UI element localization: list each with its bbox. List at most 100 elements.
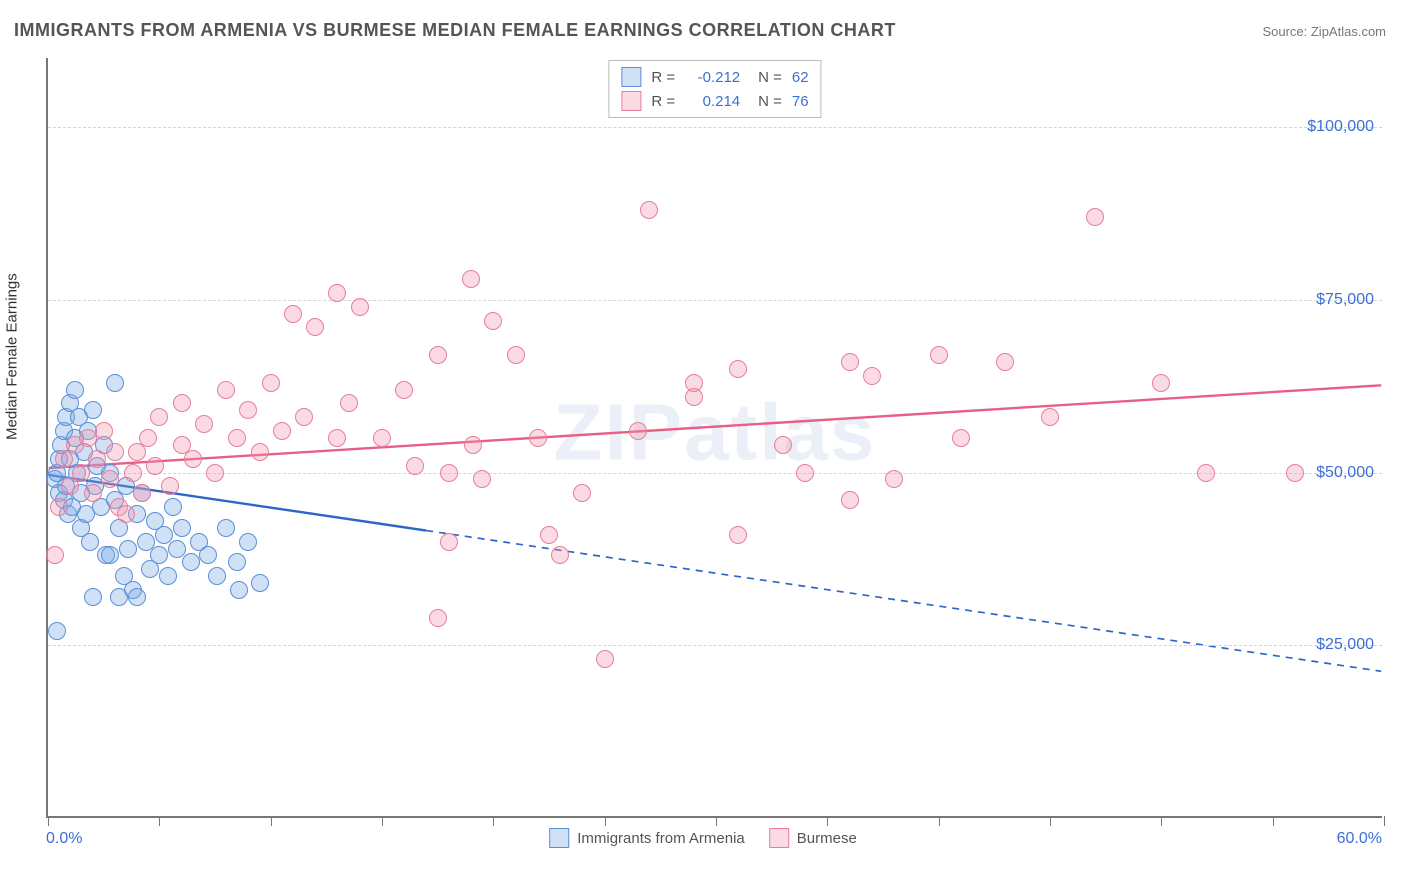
legend-n-value: 62 — [792, 69, 809, 86]
scatter-point-burmese — [106, 443, 124, 461]
x-tick — [271, 816, 272, 826]
scatter-point-armenia — [48, 622, 66, 640]
legend-swatch — [621, 91, 641, 111]
x-tick — [716, 816, 717, 826]
legend-n-value: 76 — [792, 93, 809, 110]
scatter-point-burmese — [72, 464, 90, 482]
scatter-point-burmese — [173, 394, 191, 412]
scatter-point-burmese — [841, 353, 859, 371]
scatter-point-burmese — [996, 353, 1014, 371]
scatter-point-armenia — [84, 588, 102, 606]
scatter-point-burmese — [841, 491, 859, 509]
scatter-point-armenia — [101, 546, 119, 564]
scatter-point-armenia — [230, 581, 248, 599]
trendlines-layer — [48, 58, 1382, 816]
scatter-point-burmese — [139, 429, 157, 447]
scatter-point-armenia — [119, 540, 137, 558]
legend-r-value: 0.214 — [685, 93, 740, 110]
x-axis-min-label: 0.0% — [46, 830, 82, 848]
x-tick — [493, 816, 494, 826]
gridline — [48, 473, 1382, 474]
scatter-point-burmese — [150, 408, 168, 426]
legend-swatch — [621, 67, 641, 87]
scatter-point-burmese — [228, 429, 246, 447]
scatter-point-burmese — [429, 346, 447, 364]
legend-swatch — [769, 828, 789, 848]
scatter-point-burmese — [133, 484, 151, 502]
scatter-point-burmese — [273, 422, 291, 440]
x-tick — [1161, 816, 1162, 826]
scatter-point-armenia — [182, 553, 200, 571]
scatter-point-burmese — [1152, 374, 1170, 392]
trendline-extrapolated-armenia — [426, 531, 1381, 672]
y-tick-label: $75,000 — [1316, 291, 1374, 309]
scatter-point-burmese — [464, 436, 482, 454]
x-tick — [1273, 816, 1274, 826]
gridline — [48, 127, 1382, 128]
scatter-point-burmese — [251, 443, 269, 461]
scatter-point-burmese — [184, 450, 202, 468]
scatter-point-burmese — [340, 394, 358, 412]
scatter-point-burmese — [629, 422, 647, 440]
x-tick — [159, 816, 160, 826]
scatter-point-burmese — [328, 429, 346, 447]
scatter-point-burmese — [50, 498, 68, 516]
series-legend-label: Burmese — [797, 830, 857, 847]
watermark-text: ZIPatlas — [554, 386, 877, 478]
scatter-point-burmese — [796, 464, 814, 482]
x-tick — [939, 816, 940, 826]
corr-legend-row-burmese: R =0.214N =76 — [621, 89, 808, 113]
legend-r-value: -0.212 — [685, 69, 740, 86]
scatter-point-burmese — [1197, 464, 1215, 482]
scatter-point-burmese — [1086, 208, 1104, 226]
x-tick — [48, 816, 49, 826]
y-tick-label: $100,000 — [1307, 118, 1374, 136]
scatter-point-armenia — [228, 553, 246, 571]
scatter-point-burmese — [596, 650, 614, 668]
scatter-point-burmese — [88, 450, 106, 468]
scatter-point-armenia — [239, 533, 257, 551]
scatter-point-burmese — [217, 381, 235, 399]
scatter-point-burmese — [328, 284, 346, 302]
scatter-point-burmese — [101, 470, 119, 488]
scatter-point-burmese — [206, 464, 224, 482]
scatter-point-burmese — [529, 429, 547, 447]
scatter-point-burmese — [284, 305, 302, 323]
series-legend-item-armenia: Immigrants from Armenia — [549, 828, 745, 848]
scatter-point-burmese — [95, 422, 113, 440]
series-legend: Immigrants from Armenia Burmese — [549, 828, 857, 848]
scatter-point-burmese — [117, 505, 135, 523]
scatter-point-burmese — [239, 401, 257, 419]
chart-title: IMMIGRANTS FROM ARMENIA VS BURMESE MEDIA… — [14, 20, 896, 41]
scatter-point-armenia — [251, 574, 269, 592]
x-axis-max-label: 60.0% — [1337, 830, 1382, 848]
scatter-point-burmese — [507, 346, 525, 364]
scatter-point-armenia — [217, 519, 235, 537]
legend-r-label: R = — [651, 93, 675, 110]
scatter-point-armenia — [110, 588, 128, 606]
scatter-point-burmese — [573, 484, 591, 502]
scatter-point-burmese — [930, 346, 948, 364]
legend-r-label: R = — [651, 69, 675, 86]
scatter-point-armenia — [164, 498, 182, 516]
scatter-point-burmese — [351, 298, 369, 316]
scatter-point-burmese — [540, 526, 558, 544]
scatter-point-burmese — [885, 470, 903, 488]
source-label: Source: ZipAtlas.com — [1262, 24, 1386, 39]
scatter-point-burmese — [373, 429, 391, 447]
scatter-point-burmese — [146, 457, 164, 475]
correlation-legend: R =-0.212N =62R =0.214N =76 — [608, 60, 821, 118]
scatter-point-armenia — [173, 519, 191, 537]
scatter-point-burmese — [84, 484, 102, 502]
trendline-burmese — [49, 385, 1381, 468]
x-tick — [1384, 816, 1385, 826]
scatter-point-burmese — [306, 318, 324, 336]
scatter-point-burmese — [473, 470, 491, 488]
scatter-point-burmese — [952, 429, 970, 447]
legend-swatch — [549, 828, 569, 848]
scatter-point-armenia — [199, 546, 217, 564]
gridline — [48, 645, 1382, 646]
legend-n-label: N = — [758, 69, 782, 86]
scatter-point-burmese — [640, 201, 658, 219]
scatter-point-armenia — [81, 533, 99, 551]
